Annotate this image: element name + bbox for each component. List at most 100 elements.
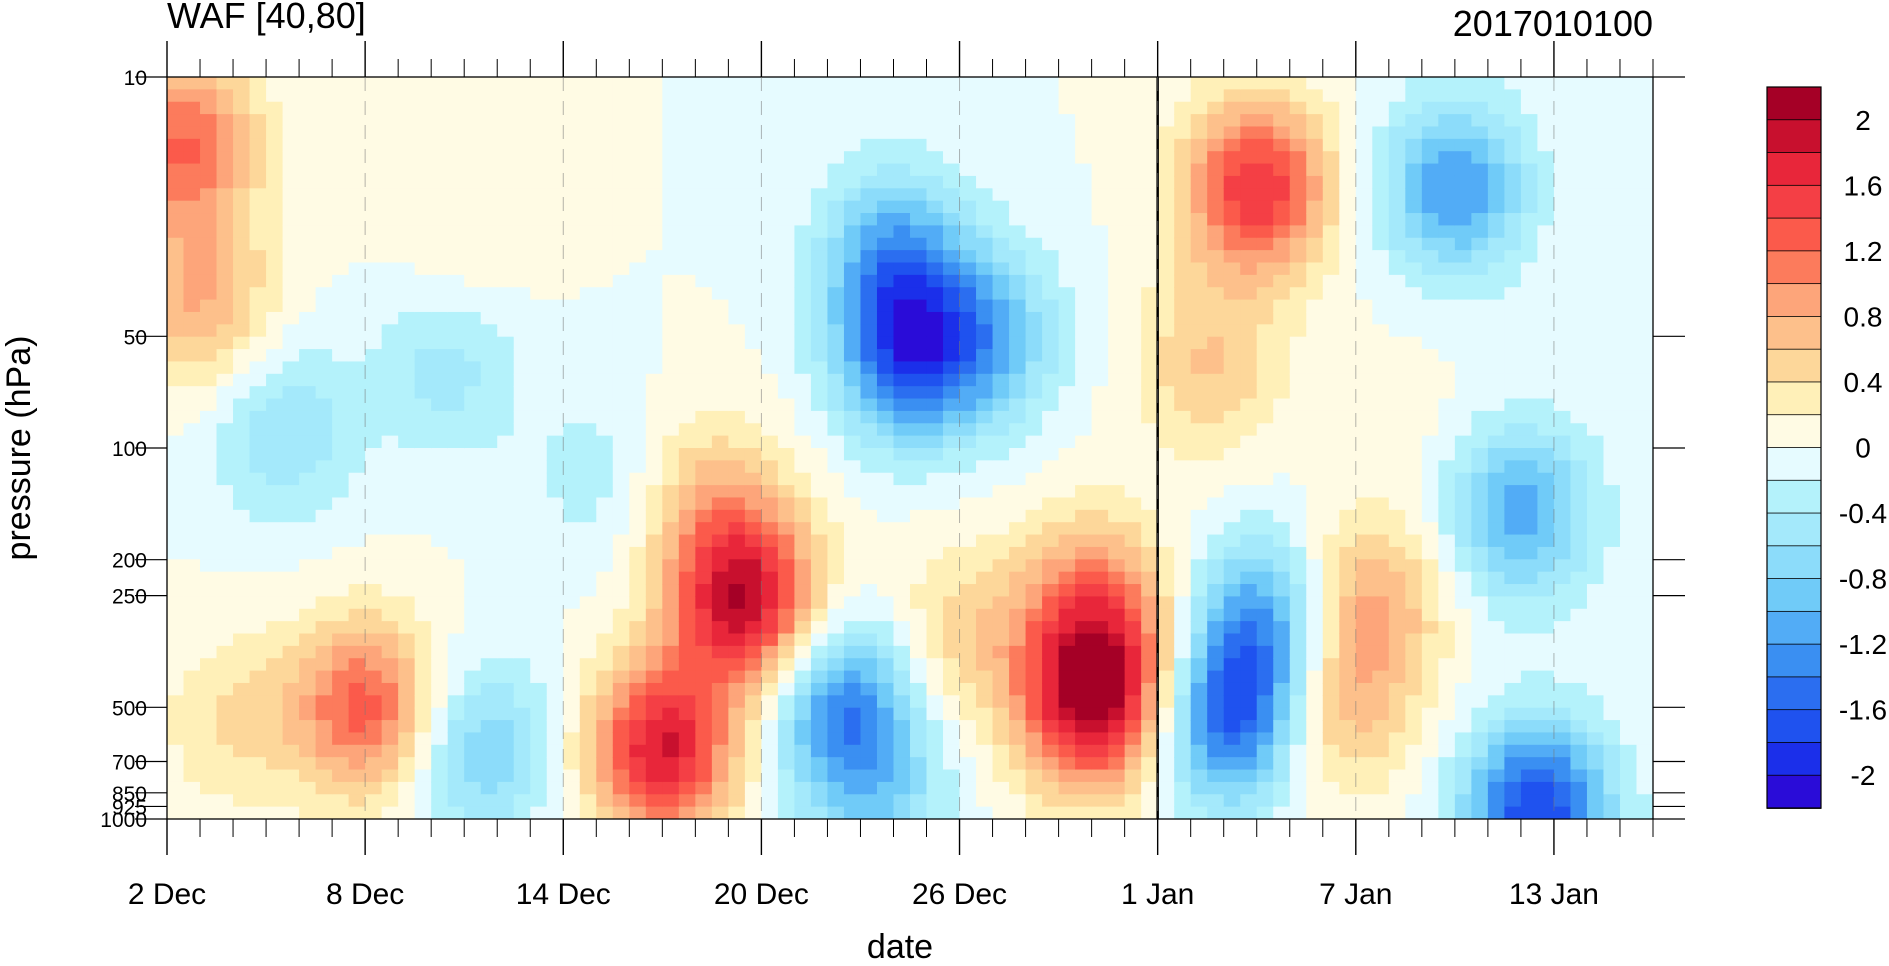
heatmap-cell	[1075, 460, 1093, 474]
heatmap-cell	[1306, 262, 1324, 276]
heatmap-cell	[860, 361, 878, 375]
heatmap-cell	[216, 485, 234, 499]
heatmap-cell	[1075, 645, 1093, 659]
heatmap-cell	[1504, 200, 1522, 214]
heatmap-cell	[1537, 138, 1555, 152]
heatmap-cell	[943, 732, 961, 746]
heatmap-cell	[744, 373, 762, 387]
heatmap-cell	[348, 509, 366, 523]
heatmap-cell	[1471, 361, 1489, 375]
heatmap-cell	[249, 707, 267, 721]
heatmap-cell	[876, 299, 895, 313]
heatmap-cell	[249, 299, 267, 313]
heatmap-cell	[299, 448, 317, 461]
heatmap-cell	[827, 349, 845, 363]
heatmap-cell	[563, 806, 581, 819]
heatmap-cell	[645, 287, 663, 301]
heatmap-cell	[1240, 781, 1258, 795]
heatmap-cell	[299, 250, 317, 264]
heatmap-cell	[1174, 299, 1192, 313]
heatmap-cell	[1454, 77, 1472, 90]
heatmap-cell	[1471, 89, 1489, 103]
heatmap-cell	[959, 336, 977, 350]
heatmap-cell	[926, 633, 944, 647]
heatmap-cell	[200, 349, 218, 363]
heatmap-cell	[431, 621, 449, 635]
heatmap-cell	[1256, 596, 1274, 610]
heatmap-cell	[1504, 89, 1522, 103]
heatmap-cell	[200, 633, 218, 647]
heatmap-cell	[579, 584, 597, 597]
heatmap-cell	[1240, 522, 1258, 536]
heatmap-cell	[1471, 423, 1489, 437]
heatmap-cell	[1124, 151, 1142, 165]
heatmap-cell	[926, 77, 944, 90]
heatmap-cell	[1141, 707, 1159, 721]
heatmap-cell	[431, 596, 449, 610]
heatmap-cell	[480, 596, 498, 610]
heatmap-cell	[546, 744, 564, 758]
heatmap-cell	[744, 658, 762, 672]
heatmap-cell	[1306, 138, 1324, 152]
heatmap-cell	[1223, 448, 1241, 461]
heatmap-cell	[1471, 744, 1489, 758]
heatmap-cell	[1355, 794, 1373, 808]
heatmap-cell	[1240, 534, 1258, 548]
heatmap-cell	[794, 707, 812, 721]
heatmap-cell	[744, 237, 762, 251]
heatmap-cell	[332, 781, 350, 795]
heatmap-cell	[348, 633, 366, 647]
heatmap-cell	[662, 101, 680, 115]
heatmap-cell	[282, 299, 300, 313]
heatmap-cell	[910, 101, 928, 115]
heatmap-cell	[233, 509, 251, 523]
heatmap-cell	[1240, 126, 1258, 140]
heatmap-cell	[678, 89, 696, 103]
heatmap-cell	[266, 311, 284, 325]
heatmap-cell	[1421, 732, 1439, 746]
heatmap-cell	[1108, 77, 1126, 90]
heatmap-cell	[1190, 497, 1208, 511]
heatmap-cell	[1454, 732, 1472, 746]
heatmap-cell	[431, 757, 449, 771]
heatmap-cell	[1421, 77, 1439, 90]
heatmap-cell	[249, 349, 267, 363]
heatmap-cell	[1372, 806, 1390, 819]
heatmap-cell	[976, 138, 994, 152]
heatmap-cell	[678, 200, 696, 214]
heatmap-cell	[414, 200, 432, 214]
heatmap-cell	[711, 732, 729, 746]
heatmap-cell	[315, 757, 333, 771]
heatmap-cell	[876, 311, 895, 325]
heatmap-cell	[893, 175, 911, 189]
heatmap-cell	[662, 237, 680, 251]
heatmap-cell	[447, 398, 465, 412]
heatmap-cell	[348, 311, 366, 325]
heatmap-cell	[1075, 794, 1093, 808]
heatmap-cell	[1223, 225, 1241, 239]
heatmap-cell	[777, 213, 796, 226]
heatmap-cell	[662, 89, 680, 103]
heatmap-cell	[893, 349, 911, 363]
heatmap-cell	[910, 262, 928, 276]
heatmap-cell	[1405, 460, 1423, 474]
heatmap-cell	[976, 608, 994, 622]
heatmap-cell	[1355, 732, 1373, 746]
heatmap-cell	[497, 299, 515, 313]
heatmap-cell	[926, 373, 944, 387]
heatmap-cell	[1223, 596, 1241, 610]
heatmap-cell	[827, 101, 845, 115]
heatmap-cell	[348, 794, 366, 808]
heatmap-cell	[1273, 237, 1291, 251]
heatmap-cell	[464, 448, 482, 461]
heatmap-cell	[860, 645, 878, 659]
heatmap-cell	[612, 781, 630, 795]
heatmap-cell	[662, 299, 680, 313]
heatmap-cell	[662, 213, 680, 226]
heatmap-cell	[1091, 163, 1109, 177]
heatmap-cell	[876, 287, 895, 301]
heatmap-cell	[530, 311, 548, 325]
heatmap-cell	[1190, 448, 1208, 461]
heatmap-cell	[910, 373, 928, 387]
heatmap-cell	[497, 163, 515, 177]
